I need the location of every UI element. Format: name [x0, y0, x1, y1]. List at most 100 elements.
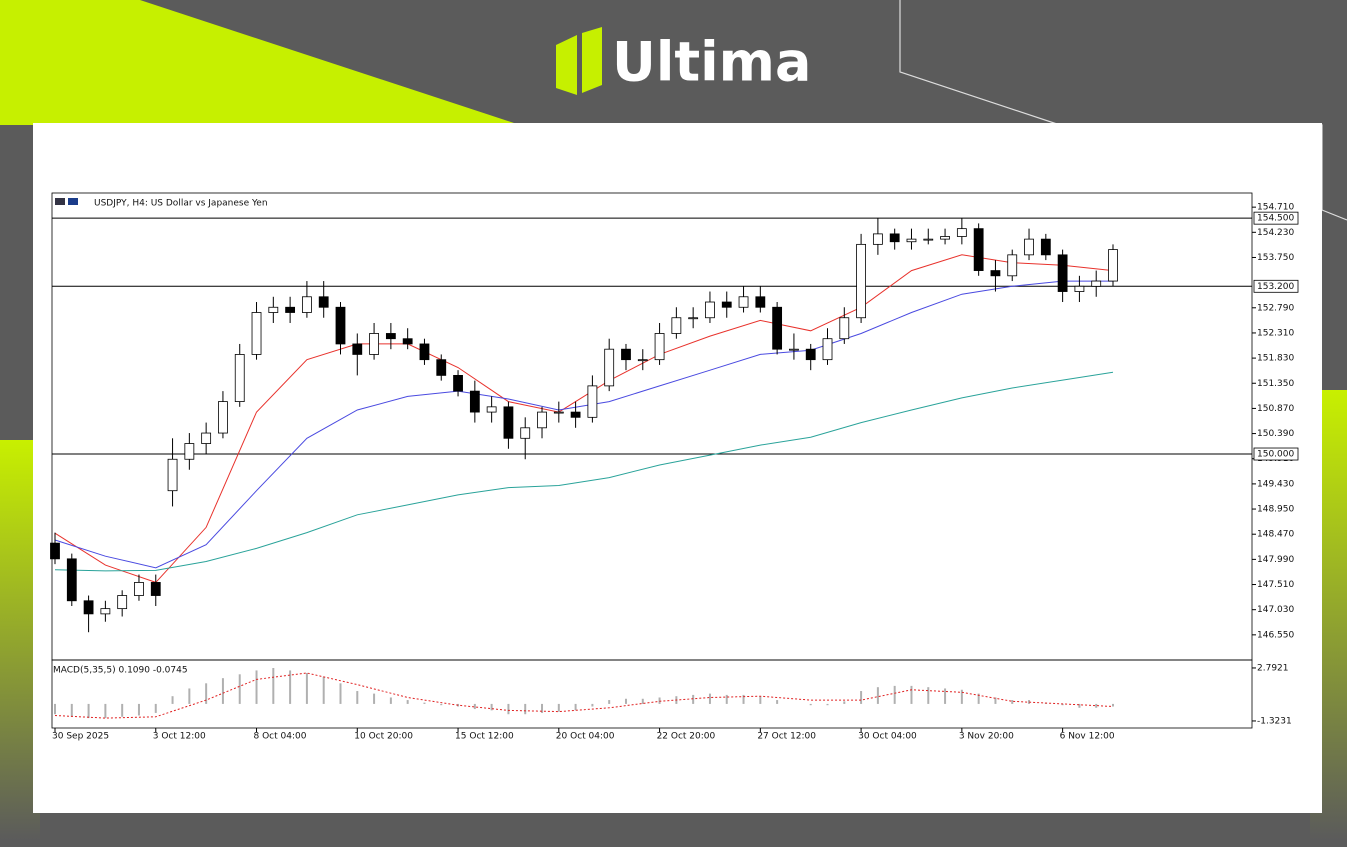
y-tick-label: -1.3231 [1257, 716, 1292, 726]
candle-body [772, 306, 783, 350]
moving-average [54, 254, 1114, 583]
x-tick-label: 27 Oct 12:00 [757, 732, 816, 742]
candle-body [671, 317, 682, 334]
candle-body [335, 306, 346, 345]
candle-body [402, 338, 413, 345]
chart-panel [33, 123, 1322, 813]
x-tick-label: 20 Oct 04:00 [556, 732, 615, 742]
candle-body [167, 458, 178, 492]
level-label-box [1253, 211, 1299, 225]
candle-body [839, 317, 850, 340]
candle-body [234, 354, 245, 403]
logo: Ultima [556, 27, 811, 95]
candle-body [503, 406, 514, 439]
logo-icon [582, 27, 602, 93]
brand: Ultima [612, 31, 811, 94]
candle-body [150, 582, 161, 596]
candle-body [956, 228, 967, 237]
candle-body [184, 443, 195, 460]
candle-body [201, 432, 212, 444]
candle-body [872, 233, 883, 245]
candle-body [453, 374, 463, 392]
candle-body [990, 270, 1001, 277]
candle-body [738, 296, 749, 308]
candle-body [856, 243, 866, 319]
candle-body [1091, 280, 1102, 287]
y-tick-label: 147.510 [1257, 580, 1294, 590]
flag-icon [68, 198, 78, 205]
y-tick-label: 149.430 [1257, 479, 1294, 489]
level-label-box [1253, 447, 1299, 461]
candle-body [218, 401, 228, 434]
candle-body [553, 411, 564, 414]
candle-body [302, 296, 312, 313]
candle-body [50, 542, 60, 560]
candle-body [721, 301, 732, 308]
candle-body [251, 312, 262, 355]
y-tick-label: 147.990 [1257, 555, 1294, 565]
x-tick-label: 30 Sep 2025 [52, 732, 109, 742]
candle-body [117, 595, 128, 610]
x-tick-label: 22 Oct 20:00 [657, 732, 716, 742]
flag-icon [55, 198, 65, 205]
candle-body [352, 343, 363, 355]
candle-body [621, 348, 631, 361]
moving-average [54, 371, 1114, 572]
y-tick-label: 150.870 [1257, 404, 1294, 414]
candle-body [637, 359, 648, 362]
candle-body [486, 406, 497, 413]
macd-signal [54, 672, 1114, 719]
candle-body [973, 228, 984, 271]
candle-body [940, 236, 950, 240]
y-tick-label: 148.950 [1257, 505, 1294, 515]
x-tick-label: 3 Nov 20:00 [959, 732, 1014, 742]
candle-body [436, 359, 447, 376]
x-tick-label: 3 Oct 12:00 [153, 732, 206, 742]
candle-body [66, 558, 77, 602]
level-label: 153.200 [1257, 282, 1294, 292]
y-tick-label: 154.230 [1257, 228, 1294, 238]
macd-label: MACD(5,35,5) 0.1090 -0.0745 [53, 666, 188, 676]
candle-body [906, 238, 917, 243]
y-tick-label: 153.750 [1257, 253, 1294, 263]
candle-body [268, 306, 279, 313]
candle-body [318, 296, 329, 308]
candle-body [1108, 249, 1118, 282]
y-tick-label: 154.710 [1257, 203, 1294, 213]
level-label: 154.500 [1257, 214, 1294, 224]
candle-body [469, 390, 480, 413]
candle-body [822, 338, 833, 361]
y-tick-label: 146.550 [1257, 630, 1294, 640]
candle-body [1007, 254, 1018, 277]
candle-body [369, 333, 379, 355]
candle-body [587, 385, 598, 418]
x-tick-label: 30 Oct 04:00 [858, 732, 917, 742]
candle-body [1074, 285, 1085, 292]
y-tick-label: 148.470 [1257, 530, 1294, 540]
candle-body [1024, 238, 1034, 256]
candle-body [100, 608, 111, 615]
macd-pane [51, 659, 1253, 729]
candle-body [419, 343, 430, 361]
candle-body [705, 301, 715, 319]
y-tick-label: 150.390 [1257, 429, 1294, 439]
candle-body [923, 238, 934, 241]
candle-body [805, 348, 816, 361]
y-tick-label: 151.830 [1257, 354, 1294, 364]
candle-body [520, 427, 531, 439]
candle-body [570, 411, 581, 418]
accent-shape [0, 0, 520, 125]
level-label: 150.000 [1257, 450, 1294, 460]
y-tick-label: 152.790 [1257, 303, 1294, 313]
moving-average [54, 280, 1113, 569]
x-tick-label: 15 Oct 12:00 [455, 732, 514, 742]
y-tick-label: 147.030 [1257, 605, 1294, 615]
y-tick-label: 2.7921 [1257, 663, 1289, 673]
x-tick-label: 8 Oct 04:00 [254, 732, 307, 742]
candle-body [1040, 238, 1051, 256]
logo-icon [556, 35, 577, 95]
y-tick-label: 152.310 [1257, 328, 1294, 338]
level-label-box [1253, 279, 1299, 293]
